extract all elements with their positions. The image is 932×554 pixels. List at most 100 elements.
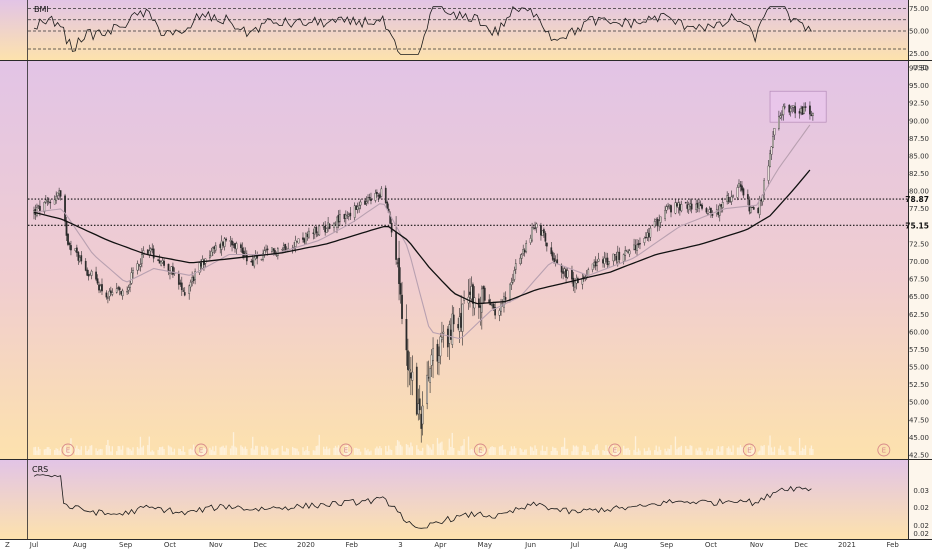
volume-bar [490, 447, 492, 455]
volume-bar [689, 445, 691, 455]
candle-body [87, 274, 90, 277]
candle-body [346, 214, 349, 217]
volume-bar [577, 446, 579, 455]
candle-body [86, 269, 89, 276]
earnings-badge-5[interactable] [742, 443, 756, 457]
candle-body [191, 277, 194, 282]
price-tick-label: 52.50 [909, 381, 929, 389]
volume-bar [111, 446, 113, 455]
candle-body [177, 273, 180, 285]
volume-bar [722, 446, 724, 455]
volume-bar [213, 451, 215, 455]
volume-bar [167, 445, 170, 455]
candle-body [296, 241, 298, 243]
time-tick-label: Oct [164, 541, 176, 549]
volume-bar [556, 450, 558, 455]
volume-bar [717, 446, 719, 455]
timezone-corner-label[interactable]: Z [5, 541, 10, 549]
candle-body [358, 205, 361, 209]
volume-bar [386, 451, 388, 455]
candle-body [380, 188, 383, 197]
volume-bar [707, 447, 709, 455]
volume-bar [603, 450, 606, 455]
candle-body [313, 227, 316, 235]
candle-body [108, 290, 111, 297]
volume-bar [810, 445, 813, 455]
earnings-badge-4[interactable] [608, 443, 622, 457]
volume-bar [173, 448, 176, 455]
candle-body [260, 259, 263, 261]
volume-bar [275, 448, 278, 455]
volume-bar [562, 446, 564, 455]
earnings-badge-3[interactable] [473, 443, 487, 457]
earnings-badge-2[interactable] [339, 443, 353, 457]
candle-body [56, 192, 59, 196]
volume-bar [618, 450, 620, 455]
volume-bar [215, 445, 217, 455]
volume-bar [726, 448, 728, 455]
long-moving-average-line[interactable] [33, 169, 811, 305]
candle-body [658, 220, 661, 227]
volume-bar [541, 445, 544, 455]
candle-body [370, 198, 372, 201]
candle-body [75, 247, 78, 253]
volume-bar [645, 451, 647, 455]
volume-bar [658, 446, 660, 455]
bmi-indicator-line[interactable] [33, 5, 812, 55]
earnings-badge-6[interactable] [877, 443, 891, 457]
crs-indicator-line[interactable] [33, 474, 812, 529]
candle-body [220, 240, 223, 250]
candle-body [105, 292, 108, 298]
volume-bar [355, 447, 357, 455]
volume-bar [479, 449, 482, 455]
volume-bar [277, 447, 279, 455]
volume-bar [668, 448, 671, 455]
volume-bar [253, 449, 255, 455]
volume-bar [296, 448, 298, 455]
candle-body [74, 248, 77, 251]
price-label-1[interactable]: 75.15 [905, 221, 929, 230]
candle-body [337, 214, 340, 223]
volume-bar [232, 432, 235, 455]
volume-bar [293, 448, 295, 455]
candle-body [690, 203, 693, 210]
volume-bar [54, 449, 56, 455]
candle-body [306, 234, 309, 237]
candle-body [136, 263, 139, 271]
earnings-badge-0[interactable] [61, 443, 75, 457]
volume-bar [150, 451, 152, 455]
time-tick-label: May [478, 541, 492, 549]
candle-body [622, 254, 625, 262]
volume-bar [328, 448, 331, 455]
crs-indicator-label[interactable]: CRS [32, 465, 48, 474]
earnings-badge-label-1: E [199, 447, 203, 455]
earnings-badge-1[interactable] [194, 443, 208, 457]
candle-body [520, 254, 523, 259]
time-tick-label: Nov [750, 541, 764, 549]
volume-bar [782, 449, 784, 455]
short-moving-average-line[interactable] [33, 124, 811, 340]
candle-body [90, 270, 93, 276]
volume-bar [129, 449, 131, 455]
price-label-0[interactable]: 78.87 [905, 195, 929, 204]
volume-bar [769, 435, 771, 455]
candle-body [687, 204, 690, 211]
candle-body [192, 276, 195, 282]
series-lines [33, 5, 812, 529]
candle-body [336, 216, 338, 228]
time-tick-label: Dec [794, 541, 808, 549]
candle-body [783, 106, 786, 108]
volume-bar [89, 445, 91, 455]
volume-bar [39, 449, 41, 455]
volume-bar [761, 446, 764, 455]
candle-body [384, 187, 387, 203]
volume-bar [751, 449, 753, 455]
candle-body [572, 277, 575, 287]
bmi-indicator-label[interactable]: BMI [34, 5, 49, 14]
candle-body [470, 286, 473, 300]
candle-body [201, 259, 204, 269]
volume-bar [581, 451, 583, 455]
volume-bar [793, 450, 795, 455]
candle-body [492, 303, 495, 309]
